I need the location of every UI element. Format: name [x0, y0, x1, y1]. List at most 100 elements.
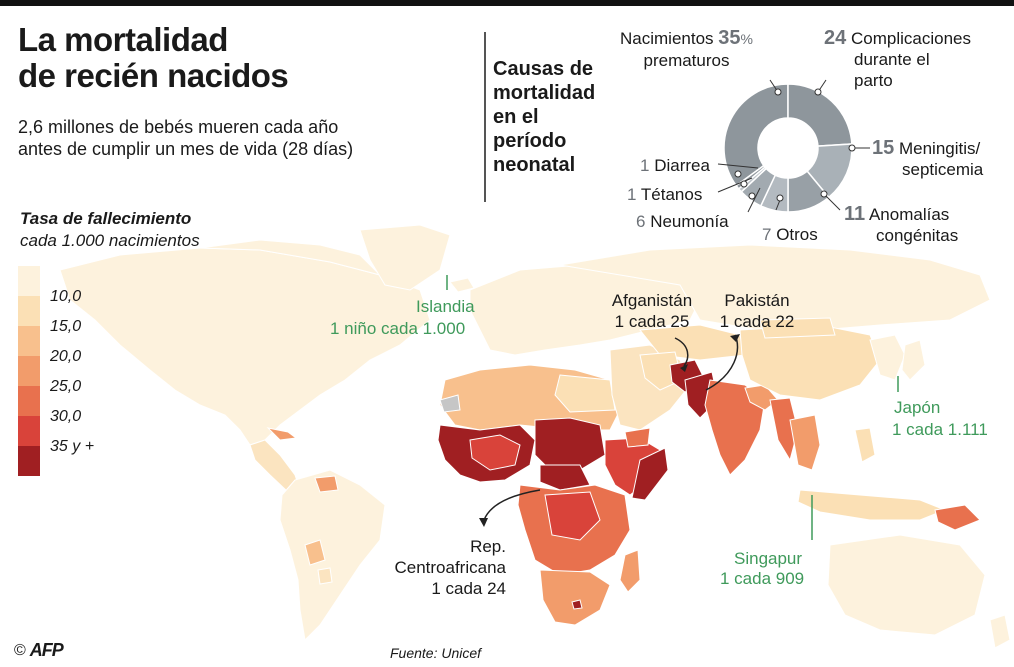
west-sahara	[439, 394, 461, 413]
legend-subtitle: cada 1.000 nacimientos	[20, 231, 200, 250]
callout-islandia-name: Islandia	[416, 297, 475, 316]
subtitle-line-1: 2,6 millones de bebés mueren cada año	[18, 117, 339, 137]
cause-label: parto	[854, 71, 893, 90]
callout-rca-name: Rep.	[470, 537, 506, 556]
southeast-asia	[789, 414, 821, 471]
cause-value: 6	[636, 212, 646, 231]
legend-label-20: 20,0	[50, 348, 82, 365]
indonesia	[797, 489, 947, 521]
callout-pakistan: Pakistán 1 cada 22	[712, 290, 802, 332]
cause-label: Tétanos	[640, 185, 703, 204]
causes-title: Causas de mortalidad en el período neona…	[493, 57, 595, 177]
australia	[827, 534, 986, 636]
copyright: © AFP	[14, 640, 64, 661]
guyanas	[314, 475, 339, 493]
callout-japon-rate: 1 cada 1.111	[892, 420, 988, 439]
philippines	[854, 427, 876, 463]
cause-value: 1	[640, 156, 650, 175]
cause-tetanos: 1 Tétanos	[627, 184, 702, 205]
source-note: Fuente: Unicef	[390, 645, 482, 661]
causes-title-line: en el	[493, 106, 539, 128]
copyright-symbol: ©	[14, 641, 26, 659]
callout-rca-rate: 1 cada 24	[431, 579, 506, 598]
page-title: La mortalidad de recién nacidos	[18, 21, 289, 94]
legend-swatch-5	[18, 416, 40, 446]
callout-islandia-rate: 1 niño cada 1.000	[330, 319, 466, 338]
callout-afganistan-rate: 1 cada 25	[614, 312, 690, 331]
cause-prematuros: Nacimientos 35% prematuros	[620, 28, 753, 71]
paraguay	[317, 567, 333, 585]
legend-swatch-4	[18, 386, 40, 416]
greenland	[359, 224, 451, 291]
madagascar	[619, 549, 641, 593]
cause-label: prematuros	[643, 51, 730, 70]
congo	[544, 491, 601, 541]
cause-label: congénitas	[876, 226, 959, 245]
cause-value: 7	[762, 225, 772, 244]
donut-segment-prematuros	[723, 83, 789, 187]
north-america	[59, 247, 431, 446]
chad-sudan	[534, 417, 606, 471]
causes-donut	[723, 83, 853, 213]
callout-afganistan-name: Afganistán	[611, 291, 693, 310]
russia	[559, 244, 991, 331]
egypt-libya	[554, 374, 616, 413]
cause-label: Otros	[776, 225, 818, 244]
callout-afganistan: Afganistán 1 cada 25	[592, 290, 712, 332]
causes-title-line: período	[493, 130, 567, 152]
papua-new-guinea	[934, 504, 981, 531]
callout-rca-name: Centroafricana	[394, 558, 506, 577]
subtitle: 2,6 millones de bebés mueren cada año an…	[18, 116, 398, 160]
map-callout-markers	[446, 275, 899, 540]
causes-title-line: neonatal	[493, 154, 576, 176]
section-divider	[484, 32, 486, 202]
china	[739, 324, 881, 401]
cause-label: Meningitis/	[898, 139, 981, 158]
legend-label-25: 25,0	[50, 378, 82, 395]
causes-title-line: mortalidad	[493, 82, 596, 104]
mongolia	[759, 317, 836, 339]
cause-label: durante el	[854, 50, 930, 69]
cause-value: 24	[824, 27, 847, 49]
legend-swatch-3	[18, 356, 40, 386]
cause-value: 1	[627, 185, 637, 204]
canada-arctic	[199, 239, 382, 276]
yemen	[624, 427, 651, 448]
cause-value: 11	[844, 203, 866, 225]
caribbean	[266, 427, 298, 441]
cause-label: Diarrea	[654, 156, 710, 175]
cause-otros: 7 Otros	[762, 224, 818, 245]
afp-logo: AFP	[29, 640, 64, 660]
cause-label: Neumonía	[650, 212, 729, 231]
cause-anomalias: 11 Anomalías congénitas	[844, 204, 958, 246]
callout-rca: Rep. Centroafricana 1 cada 24	[376, 536, 506, 599]
southern-africa	[539, 569, 611, 626]
bolivia	[304, 539, 326, 566]
cause-neumonia: 6 Neumonía	[636, 211, 729, 232]
callout-singapur-rate: 1 cada 909	[720, 569, 805, 588]
legend-label-30: 30,0	[50, 408, 82, 425]
new-zealand	[989, 614, 1011, 649]
donut-leaders	[717, 79, 870, 213]
callout-singapur-name: Singapur	[734, 549, 803, 568]
legend-swatch-2	[18, 326, 40, 356]
callout-pakistan-rate: 1 cada 22	[719, 312, 795, 331]
donut-segment-complicaciones	[787, 83, 853, 147]
cause-meningitis: 15 Meningitis/ septicemia	[872, 138, 983, 180]
causes-title-line: Causas de	[493, 58, 594, 80]
cause-complicaciones: 24 Complicaciones durante el parto	[824, 28, 971, 91]
callout-pakistan-name: Pakistán	[724, 291, 790, 310]
cause-label: septicemia	[902, 160, 984, 179]
legend-label-10: 10,0	[50, 288, 82, 305]
cause-suffix: %	[740, 31, 753, 47]
cause-label: Anomalías	[868, 205, 950, 224]
top-bar	[0, 0, 1014, 6]
legend-swatch-6	[18, 446, 40, 476]
legend-swatch-0	[18, 266, 40, 296]
west-africa-mid	[469, 434, 521, 471]
cause-label: Nacimientos	[620, 29, 714, 48]
title-line-2: de recién nacidos	[18, 57, 289, 94]
title-line-1: La mortalidad	[18, 21, 228, 58]
legend-title: Tasa de fallecimiento	[20, 209, 192, 228]
